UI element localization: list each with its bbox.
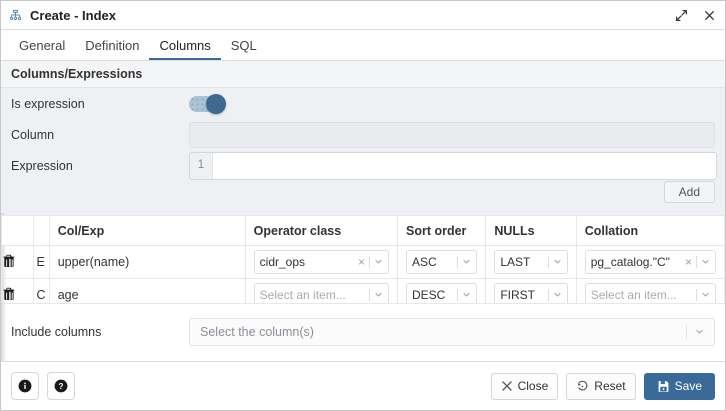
- svg-text:?: ?: [59, 382, 64, 391]
